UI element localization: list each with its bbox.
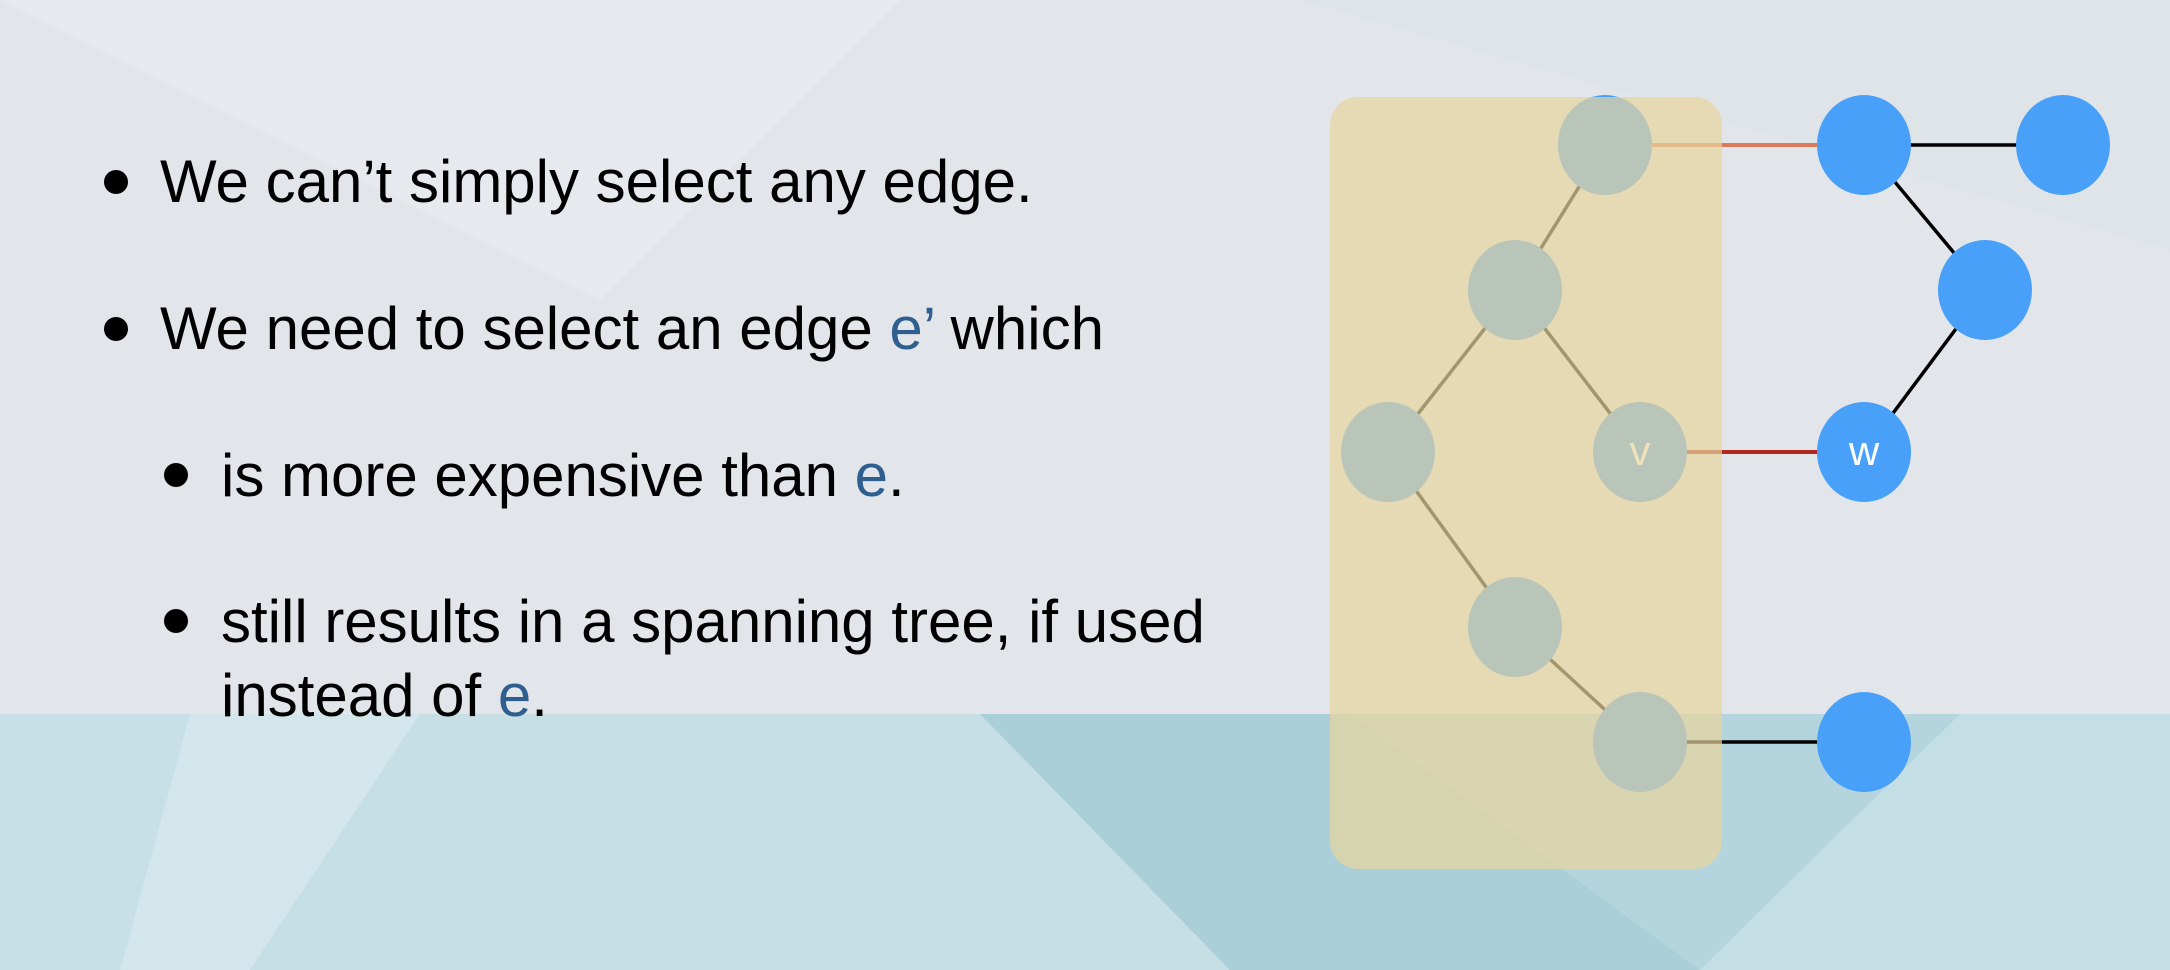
background-facet <box>0 0 900 300</box>
bullet-item-1: We can’t simply select any edge. <box>104 145 1033 219</box>
edge-variable-e: e <box>854 442 889 509</box>
graph-node-w <box>1817 402 1911 502</box>
edge-variable-e-prime: e’ <box>889 295 934 362</box>
bullet-text: . <box>888 442 905 509</box>
bullet-text: . <box>531 662 548 729</box>
bullet-text: We can’t simply select any edge. <box>160 148 1033 215</box>
graph-node-n5 <box>1938 240 2032 340</box>
band-facet <box>0 714 190 970</box>
bullet-dot <box>164 609 188 633</box>
graph-node-n3 <box>2016 95 2110 195</box>
bullet-text: is more expensive than <box>221 442 855 509</box>
graph-node-n9 <box>1817 692 1911 792</box>
sub-bullet-item-1: is more expensive than e. <box>164 439 905 513</box>
bullet-list: We can’t simply select any edge. We need… <box>104 145 1205 733</box>
edge-variable-e: e <box>497 662 532 729</box>
bullet-dot <box>104 317 128 341</box>
band-facet <box>120 714 420 970</box>
band-facet <box>1700 714 2170 970</box>
bullet-dot <box>104 170 128 194</box>
bullet-dot <box>164 463 188 487</box>
node-label-w: w <box>1848 427 1880 474</box>
sub-bullet-item-2: still results in a spanning tree, if use… <box>164 585 1205 733</box>
bullet-text-line-1: still results in a spanning tree, if use… <box>221 588 1205 655</box>
bullet-text: which <box>933 295 1104 362</box>
bullet-text-line-2: instead of e. <box>221 659 1205 733</box>
graph-node-n2 <box>1817 95 1911 195</box>
highlight-region <box>1330 97 1722 869</box>
bullet-text: We need to select an edge <box>160 295 890 362</box>
bullet-text: instead of <box>221 662 498 729</box>
band-facet <box>250 714 1230 970</box>
bullet-item-2: We need to select an edge e’ which <box>104 292 1104 366</box>
background-facet <box>1300 0 2170 250</box>
